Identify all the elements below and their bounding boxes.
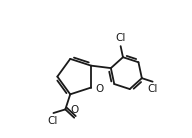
- Text: Cl: Cl: [147, 84, 158, 94]
- Text: O: O: [95, 84, 103, 94]
- Text: Cl: Cl: [115, 33, 126, 43]
- Text: O: O: [70, 105, 78, 115]
- Text: Cl: Cl: [48, 116, 58, 126]
